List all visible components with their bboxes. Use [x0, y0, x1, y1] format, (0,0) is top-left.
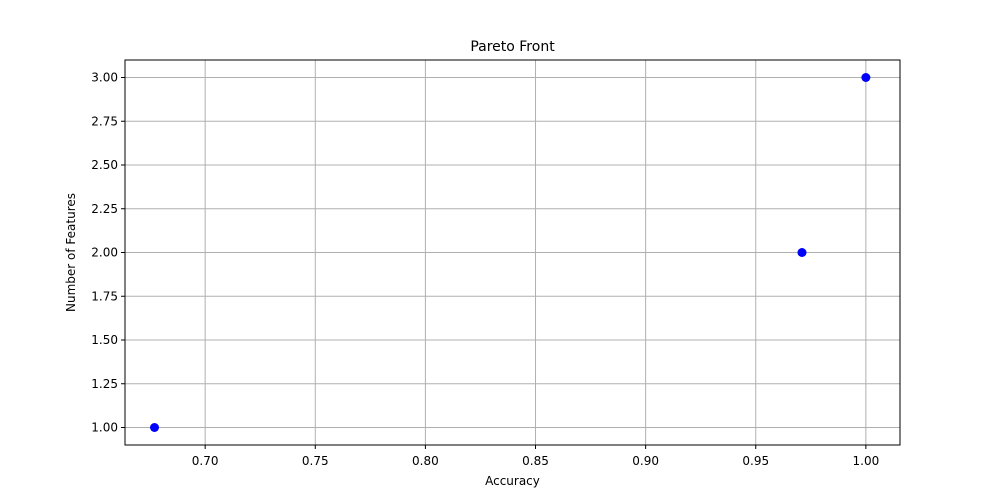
x-tick-label: 0.80: [412, 454, 439, 468]
x-tick-label: 1.00: [853, 454, 880, 468]
x-tick-label: 0.95: [742, 454, 769, 468]
x-axis-label: Accuracy: [485, 474, 540, 488]
y-tick-label: 1.25: [91, 377, 118, 391]
x-tick-label: 0.70: [192, 454, 219, 468]
y-tick-label: 2.25: [91, 202, 118, 216]
y-tick-label: 3.00: [91, 71, 118, 85]
data-points: [150, 73, 871, 432]
x-tick-label: 0.90: [632, 454, 659, 468]
y-tick-label: 1.75: [91, 289, 118, 303]
scatter-point: [797, 248, 807, 257]
grid: [125, 60, 900, 445]
plot-frame: [124, 59, 901, 446]
chart-title: Pareto Front: [470, 39, 555, 55]
axis-ticks: 0.70 0.75 0.80 0.85 0.90 0.95 1.00 1.00 1.25 1.50…: [91, 71, 879, 469]
y-tick-label: 1.50: [91, 333, 118, 347]
y-tick-label: 2.00: [91, 246, 118, 260]
scatter-point: [150, 423, 160, 432]
y-tick-label: 2.50: [91, 158, 118, 172]
y-tick-label: 2.75: [91, 114, 118, 128]
y-tick-label: 1.00: [91, 421, 118, 435]
y-axis-label: Number of Features: [64, 193, 78, 312]
scatter-point: [861, 73, 871, 82]
x-tick-label: 0.75: [302, 454, 329, 468]
x-tick-label: 0.85: [522, 454, 549, 468]
